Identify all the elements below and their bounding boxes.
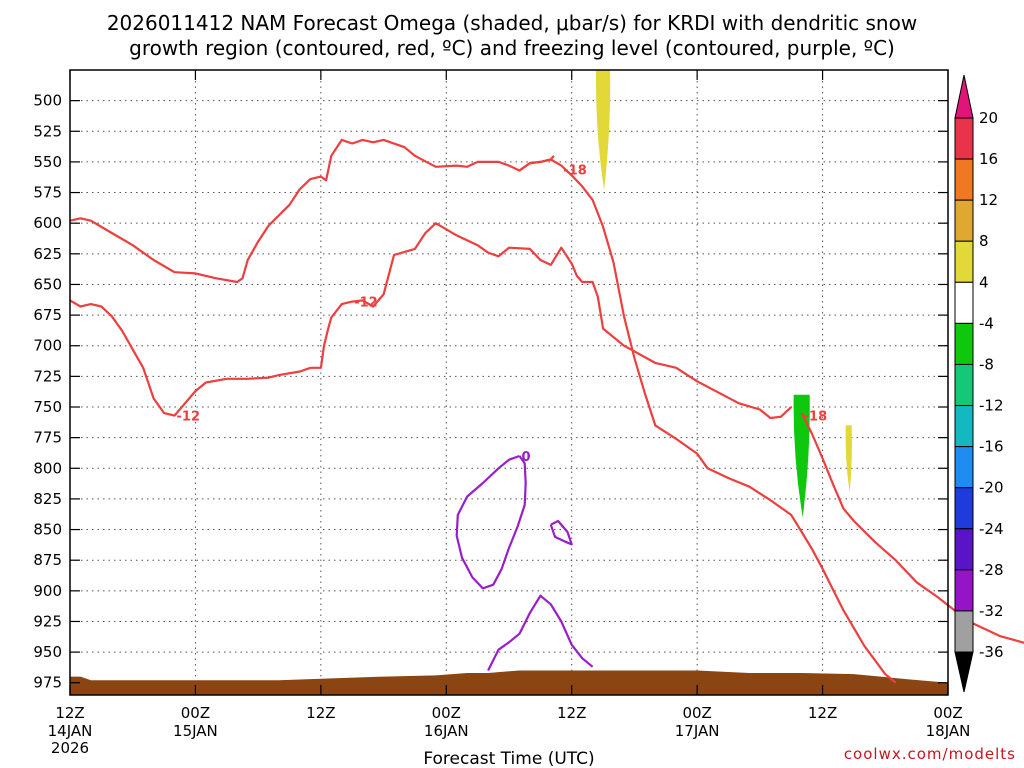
y-tick-label: 850 [33, 521, 62, 539]
contour-line-0 [69, 138, 555, 284]
colorbar-label: 12 [979, 191, 998, 209]
x-tick-date: 16JAN [424, 722, 469, 740]
x-tick-label: 00Z [933, 704, 962, 722]
contour-line-2 [518, 158, 897, 684]
y-tick-label: 800 [33, 459, 62, 477]
colorbar-label: -20 [979, 479, 1004, 497]
x-tick-label: 12Z [55, 704, 84, 722]
y-tick-label: 625 [33, 245, 62, 263]
y-tick-label: 675 [33, 306, 62, 324]
contour-lines: -12 -12 -18 -18 0 [69, 138, 1024, 684]
colorbar-segment [954, 199, 974, 242]
contour-label-4: 0 [521, 450, 530, 465]
colorbar-segment [954, 240, 974, 283]
x-tick-date: 17JAN [675, 722, 720, 740]
x-tick-date: 14JAN [48, 722, 93, 740]
contour-label-0: -12 [177, 410, 201, 425]
x-axis-title: Forecast Time (UTC) [423, 749, 594, 768]
colorbar-label: -16 [979, 438, 1004, 456]
colorbar-bottom-arrow [954, 651, 974, 693]
omega-region-1 [793, 394, 810, 518]
colorbar-label: -24 [979, 520, 1004, 538]
contour-line-3 [800, 412, 1024, 644]
y-tick-label: 875 [33, 551, 62, 569]
x-tick-label: 00Z [432, 704, 461, 722]
contour-label-1: -12 [354, 296, 378, 311]
y-tick-label: 600 [33, 214, 62, 232]
colorbar-segment [954, 363, 974, 407]
y-tick-label: 700 [33, 337, 62, 355]
terrain-fill [70, 670, 948, 695]
title-line-1: 2026011412 NAM Forecast Omega (shaded, μ… [107, 11, 917, 35]
y-tick-label: 500 [33, 92, 62, 110]
y-tick-label: 650 [33, 275, 62, 293]
colorbar: 20 16 12 8 4 -4 -8 -12 -16 -20 -24 -28 -32 -36 [954, 74, 1004, 693]
colorbar-label: -36 [979, 643, 1004, 661]
contour-line-5 [549, 519, 573, 546]
y-axis-ticks: 500 525 550 575 600 625 650 675 700 725 750 775 800 8… [33, 92, 948, 692]
y-tick-label: 900 [33, 582, 62, 600]
grid-lines [70, 70, 948, 695]
colorbar-label: 16 [979, 150, 998, 168]
y-tick-label: 525 [33, 122, 62, 140]
y-tick-label: 550 [33, 153, 62, 171]
colorbar-label: -28 [979, 561, 1004, 579]
colorbar-label: -12 [979, 397, 1004, 415]
contour-line-1 [69, 222, 792, 420]
colorbar-segment [954, 322, 974, 365]
colorbar-label: 4 [979, 273, 989, 291]
y-tick-label: 925 [33, 612, 62, 630]
y-tick-label: 575 [33, 184, 62, 202]
omega-shading [595, 70, 852, 518]
contour-line-4 [455, 454, 527, 590]
title-line-2: growth region (contoured, red, ºC) and f… [129, 36, 895, 60]
colorbar-label: 8 [979, 232, 989, 250]
y-tick-label: 950 [33, 643, 62, 661]
plot-frame [69, 69, 949, 696]
credit-text[interactable]: coolwx.com/modelts [844, 745, 1016, 763]
y-tick-label: 775 [33, 429, 62, 447]
x-tick-label: 00Z [181, 704, 210, 722]
colorbar-segment [954, 610, 974, 653]
x-tick-date: 18JAN [926, 722, 971, 740]
x-tick-label: 12Z [306, 704, 335, 722]
x-tick-year: 2026 [51, 739, 89, 757]
y-tick-label: 825 [33, 490, 62, 508]
colorbar-segment [954, 405, 974, 448]
colorbar-segment [954, 569, 974, 612]
chart-title: 2026011412 NAM Forecast Omega (shaded, μ… [107, 11, 917, 60]
y-tick-label: 975 [33, 674, 62, 692]
colorbar-segment [954, 158, 974, 201]
colorbar-segment [954, 528, 974, 571]
colorbar-label: -8 [979, 355, 994, 373]
y-tick-label: 750 [33, 398, 62, 416]
colorbar-segment [954, 281, 974, 324]
omega-region-2 [845, 425, 852, 493]
x-tick-date: 15JAN [173, 722, 218, 740]
contour-label-3: -18 [804, 410, 828, 425]
omega-region-0 [595, 70, 611, 191]
colorbar-segment [954, 487, 974, 530]
colorbar-segment [954, 117, 974, 160]
x-tick-label: 12Z [808, 704, 837, 722]
y-tick-label: 725 [33, 367, 62, 385]
x-tick-label: 00Z [682, 704, 711, 722]
colorbar-label: -32 [979, 602, 1004, 620]
colorbar-top-arrow [954, 74, 974, 119]
contour-line-6 [487, 594, 594, 671]
colorbar-label: 20 [979, 109, 998, 127]
colorbar-segment [954, 446, 974, 489]
colorbar-label: -4 [979, 314, 994, 332]
contour-label-2: -18 [563, 163, 587, 178]
terrain [70, 670, 948, 695]
x-tick-label: 12Z [557, 704, 586, 722]
